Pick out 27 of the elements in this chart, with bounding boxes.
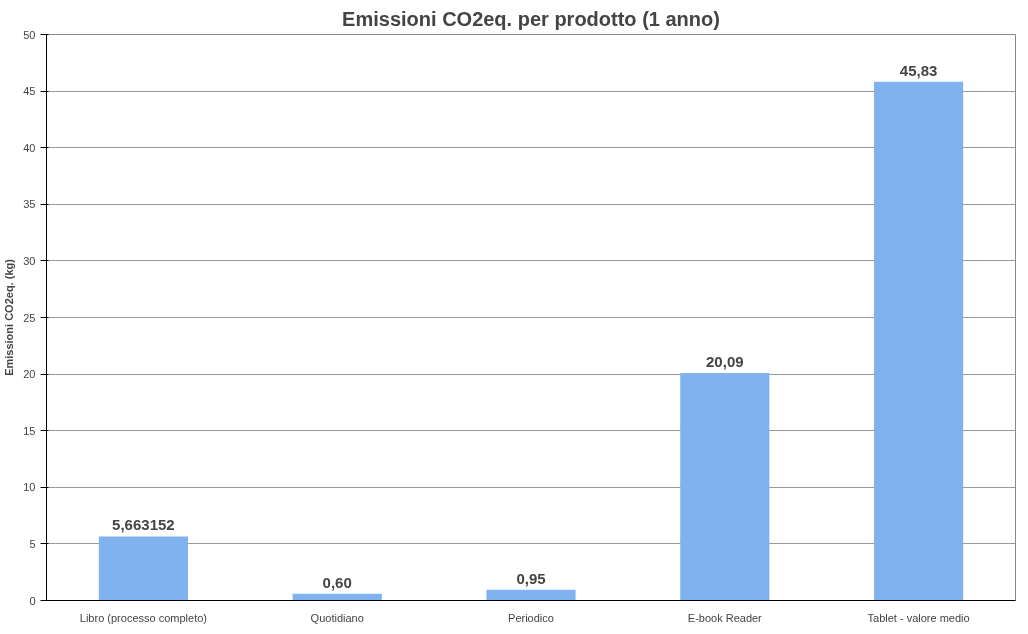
data-label: 45,83: [899, 61, 938, 79]
data-label: 20,09: [706, 353, 744, 371]
bar: [486, 589, 576, 601]
bar: [680, 373, 770, 601]
y-axis-title: Emissioni CO2eq. (kg): [3, 258, 16, 376]
x-tick-label: Tablet - valore medio: [867, 611, 970, 624]
y-tick-label: 45: [23, 85, 36, 98]
y-tick-label: 5: [29, 537, 36, 550]
y-tick-label: 10: [23, 481, 36, 494]
y-tick-label: 50: [23, 28, 36, 41]
y-tick-label: 30: [23, 254, 36, 267]
y-tick-label: 0: [29, 594, 36, 607]
x-tick-label: Quotidiano: [310, 611, 364, 624]
bar: [874, 81, 964, 601]
y-tick-label: 15: [23, 424, 36, 437]
chart-title: Emissioni CO2eq. per prodotto (1 anno): [342, 7, 720, 30]
data-label: 0,95: [516, 569, 546, 587]
y-tick-label: 40: [23, 141, 36, 154]
bar: [98, 536, 188, 601]
y-tick-label: 20: [23, 368, 36, 381]
x-tick-label: Periodico: [508, 611, 554, 624]
data-label: 5,663152: [112, 516, 175, 534]
x-tick-label: Libro (processo completo): [79, 611, 207, 624]
y-tick-label: 25: [23, 311, 36, 324]
x-tick-label: E-book Reader: [687, 611, 763, 624]
y-tick-label: 35: [23, 198, 36, 211]
data-label: 0,60: [322, 573, 352, 591]
